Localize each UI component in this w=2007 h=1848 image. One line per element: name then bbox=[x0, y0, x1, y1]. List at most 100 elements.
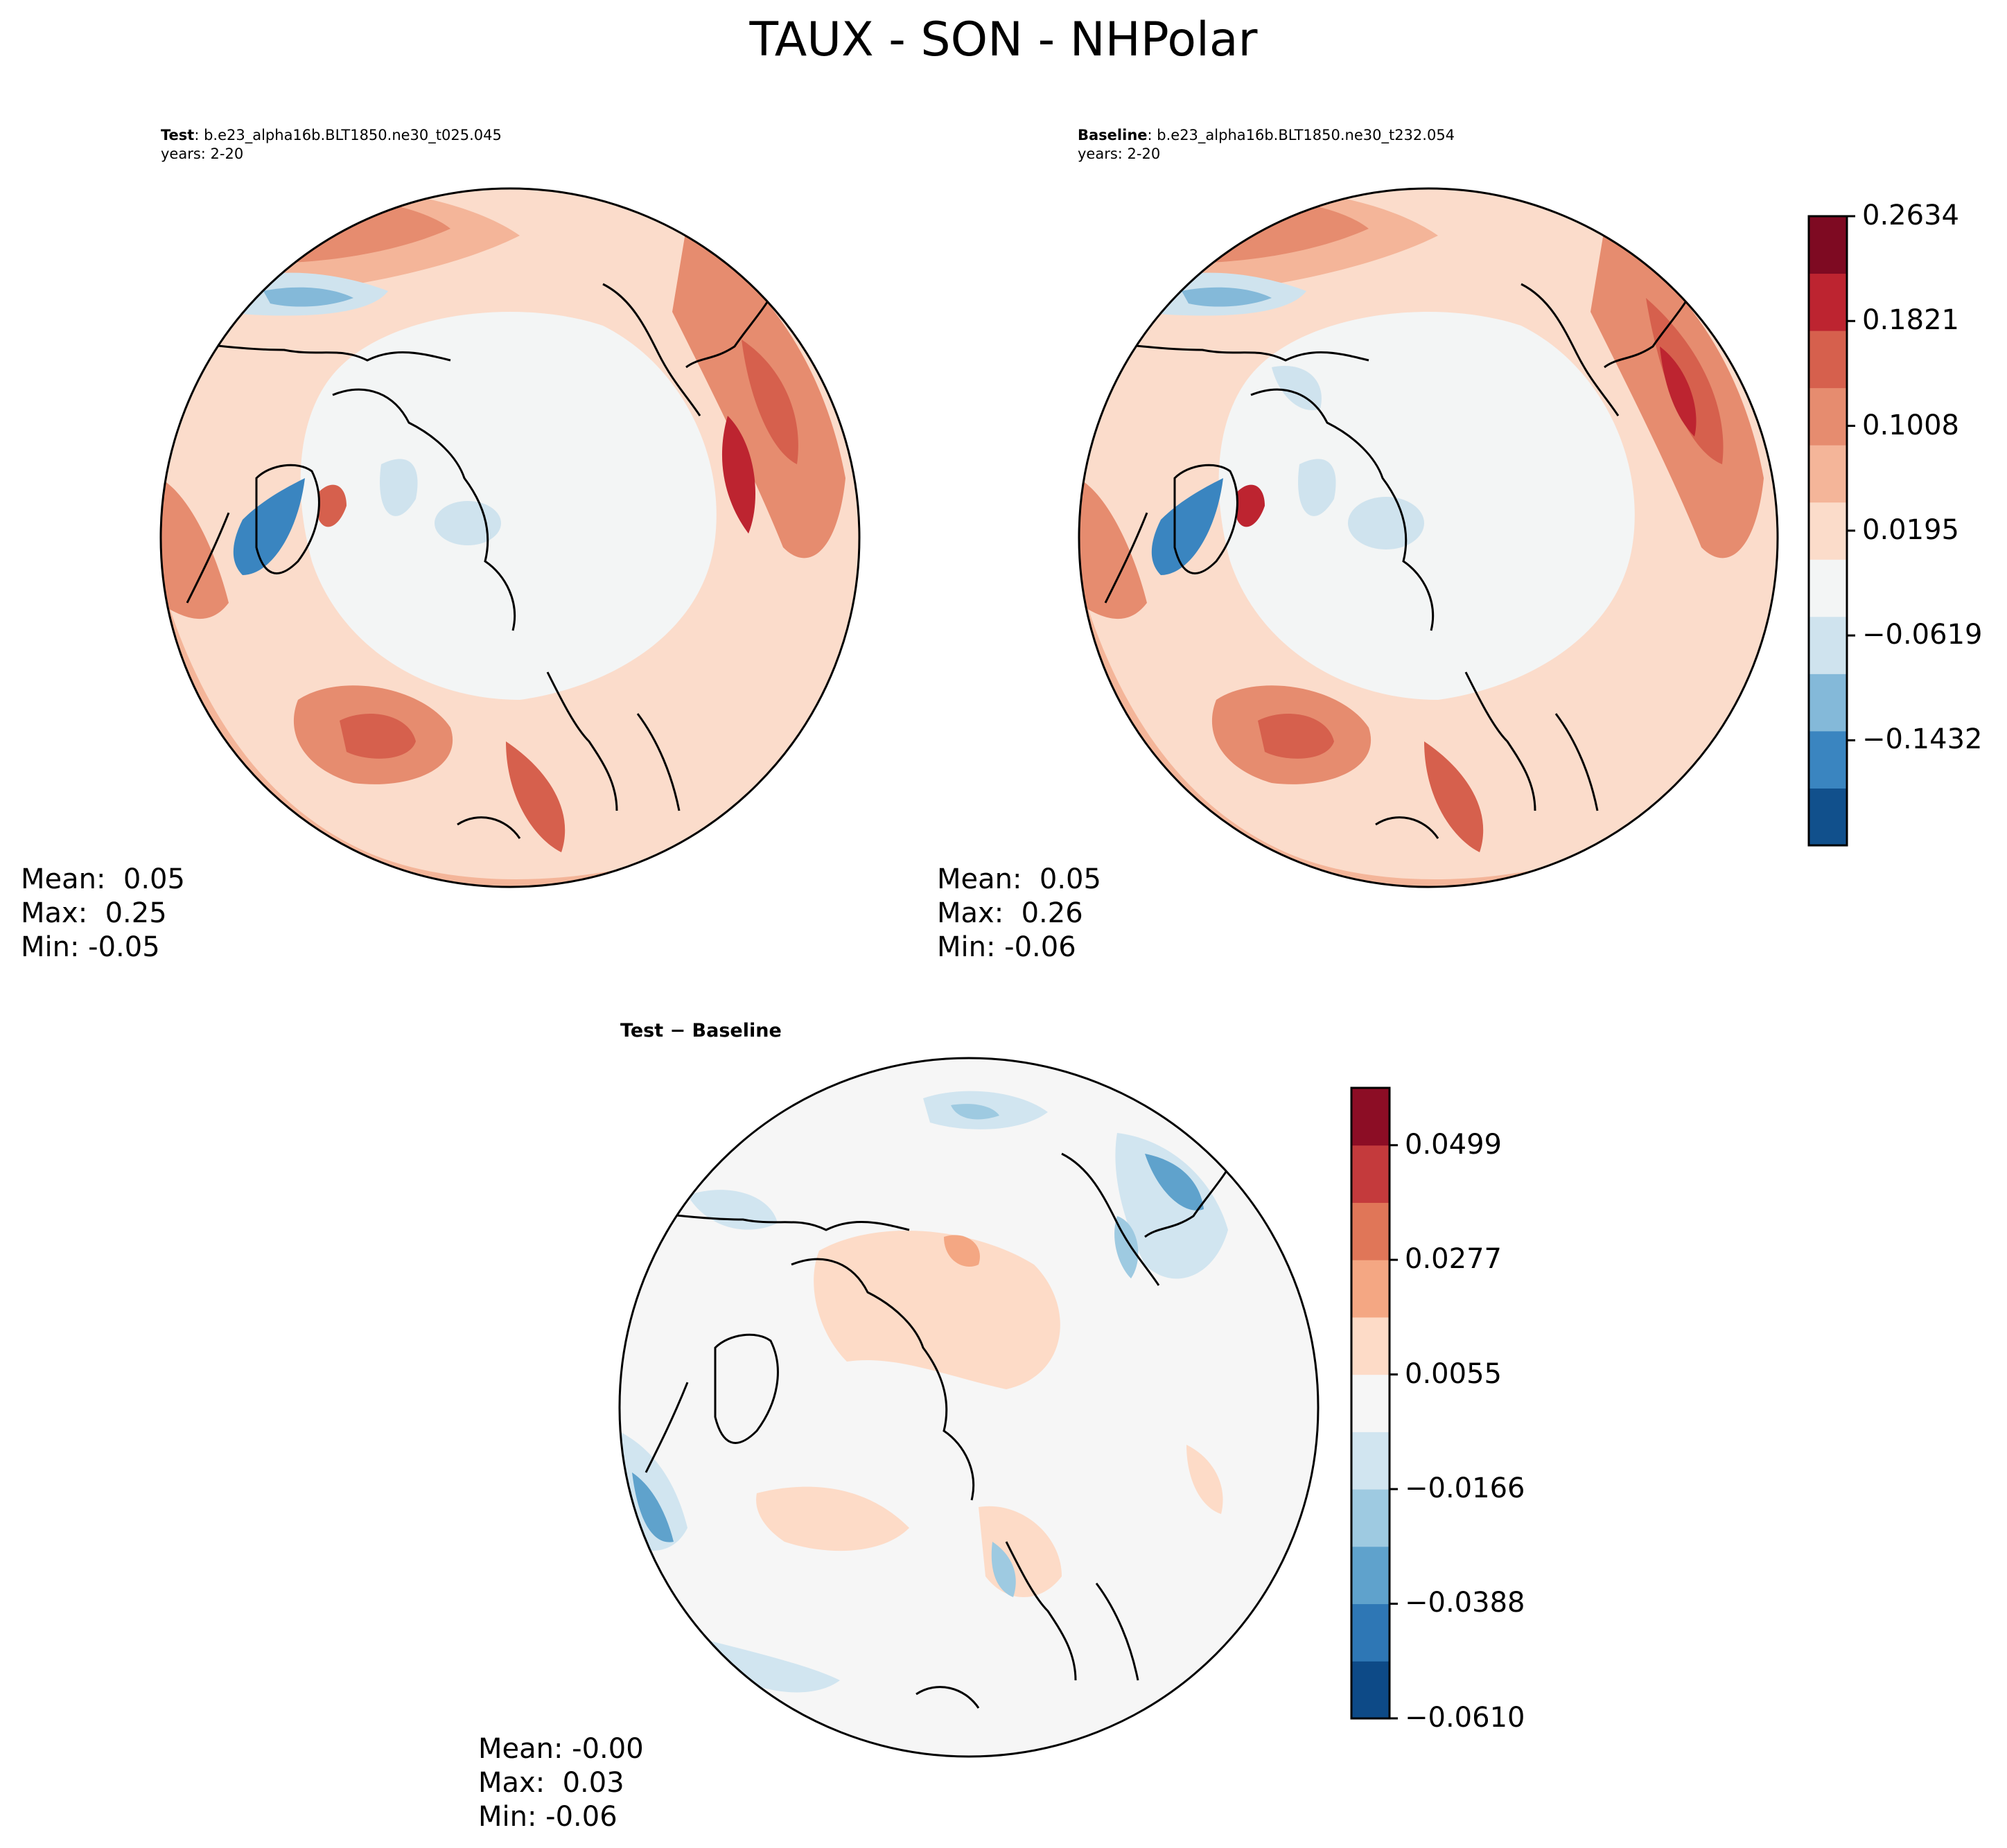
baseline-stat-mean: Mean: 0.05 bbox=[937, 863, 1101, 895]
colorbar-tick-label: −0.0619 bbox=[1862, 619, 1983, 651]
diff-stat-min: Min: -0.06 bbox=[478, 1801, 617, 1833]
figure-title: TAUX - SON - NHPolar bbox=[749, 12, 1258, 67]
baseline-contour-pacific-west bbox=[1079, 478, 1147, 619]
test-contour-asia-core bbox=[742, 340, 798, 464]
colorbar-segment bbox=[1351, 1260, 1390, 1318]
colorbar-tick-label: −0.0166 bbox=[1405, 1472, 1525, 1505]
baseline-map-boundary bbox=[1078, 187, 1779, 888]
colorbar-tick-label: 0.0055 bbox=[1405, 1357, 1502, 1390]
diff-panel-title: Test − Baseline bbox=[620, 1020, 782, 1041]
colorbar-segment bbox=[1809, 616, 1847, 674]
colorbar-segment bbox=[1809, 730, 1847, 789]
diff-contour-west-core bbox=[632, 1472, 674, 1542]
baseline-contour-europe bbox=[1424, 741, 1484, 852]
diff-contour-aleutian-negative bbox=[687, 1190, 778, 1230]
test-panel-title: Test: b.e23_alpha16b.BLT1850.ne30_t025.0… bbox=[161, 126, 502, 164]
diff-contour-east-positive bbox=[1186, 1445, 1223, 1514]
colorbar-tick-label: 0.0277 bbox=[1405, 1243, 1502, 1276]
colorbar-segment bbox=[1351, 1202, 1390, 1260]
diff-contour-arctic-peak bbox=[944, 1235, 980, 1267]
baseline-stat-min: Min: -0.06 bbox=[937, 931, 1076, 963]
colorbar-segment bbox=[1351, 1088, 1390, 1146]
diff-contour-asia-mid bbox=[1114, 1216, 1139, 1278]
test-contour-atlantic-core bbox=[340, 714, 416, 759]
baseline-contour-barents-negative bbox=[1348, 497, 1424, 549]
colorbar-tick-label: 0.0499 bbox=[1405, 1128, 1502, 1161]
colorbar-segment bbox=[1351, 1603, 1390, 1662]
colorbar-tick-label: 0.0195 bbox=[1862, 513, 1959, 546]
colorbar-segment bbox=[1351, 1432, 1390, 1490]
colorbar-tick-label: −0.1432 bbox=[1862, 723, 1983, 756]
diff-colorbar bbox=[1350, 1086, 1398, 1720]
colorbar-segment bbox=[1809, 216, 1847, 274]
colorbar-segment bbox=[1809, 502, 1847, 560]
baseline-polar-map bbox=[1078, 187, 1779, 888]
baseline-contour-atlantic-core bbox=[1258, 714, 1334, 759]
colorbar-segment bbox=[1351, 1145, 1390, 1203]
test-stat-min: Min: -0.05 bbox=[21, 931, 160, 963]
baseline-coastlines bbox=[1104, 273, 1703, 839]
test-contour-barents-negative bbox=[435, 501, 501, 545]
baseline-label: Baseline bbox=[1078, 127, 1148, 143]
diff-coastlines bbox=[645, 1143, 1243, 1709]
baseline-stat-max: Max: 0.26 bbox=[937, 897, 1083, 929]
baseline-contour-greenland-negative bbox=[1298, 459, 1336, 516]
colorbar-segment bbox=[1809, 445, 1847, 503]
colorbar-segment bbox=[1809, 387, 1847, 446]
colorbar-segment bbox=[1351, 1661, 1390, 1719]
diff-map-boundary bbox=[618, 1057, 1320, 1758]
test-contour-arctic bbox=[300, 312, 717, 700]
colorbar-segment bbox=[1351, 1317, 1390, 1375]
baseline-stats: Mean: 0.05 Max: 0.26 Min: -0.06 bbox=[937, 863, 1101, 965]
test-label: Test bbox=[161, 127, 195, 143]
test-stat-mean: Mean: 0.05 bbox=[21, 863, 185, 895]
baseline-case-name: : b.e23_alpha16b.BLT1850.ne30_t232.054 bbox=[1147, 127, 1455, 143]
test-contour-pacific-west bbox=[161, 478, 229, 619]
diff-contour-south-negative bbox=[701, 1639, 840, 1693]
colorbar-segment bbox=[1809, 331, 1847, 389]
colorbar-segment bbox=[1351, 1374, 1390, 1432]
diff-background bbox=[620, 1058, 1318, 1757]
test-stats: Mean: 0.05 Max: 0.25 Min: -0.05 bbox=[21, 863, 185, 965]
diff-contour-atlantic-positive bbox=[756, 1486, 909, 1551]
test-polar-map bbox=[159, 187, 861, 888]
test-contour-greenland-east bbox=[319, 484, 347, 527]
test-contour-greenland-negative bbox=[380, 459, 418, 516]
colorbar-segment bbox=[1351, 1489, 1390, 1547]
baseline-panel-title: Baseline: b.e23_alpha16b.BLT1850.ne30_t2… bbox=[1078, 126, 1455, 164]
baseline-contour-greenland-west bbox=[1151, 478, 1223, 575]
diff-contour-asia-negative bbox=[1115, 1133, 1228, 1279]
baseline-contour-asia-peak bbox=[1660, 346, 1697, 437]
diff-contour-asia-core bbox=[1145, 1154, 1204, 1211]
test-contour-europe bbox=[506, 741, 566, 852]
baseline-years: years: 2-20 bbox=[1078, 146, 1161, 162]
baseline-contour-arctic bbox=[1218, 312, 1635, 700]
test-map-boundary bbox=[159, 187, 861, 888]
baseline-contour-greenland-east bbox=[1237, 484, 1265, 527]
test-years: years: 2-20 bbox=[161, 146, 244, 162]
baseline-contour-aleutian-core bbox=[1182, 287, 1272, 307]
diff-stats: Mean: -0.00 Max: 0.03 Min: -0.06 bbox=[478, 1732, 644, 1834]
main-colorbar bbox=[1807, 215, 1855, 847]
diff-polar-map bbox=[618, 1057, 1320, 1758]
colorbar-tick-label: 0.1008 bbox=[1862, 409, 1959, 441]
test-contour-aleutian-core bbox=[263, 287, 353, 307]
diff-contour-baltic-negative bbox=[991, 1542, 1016, 1597]
test-coastlines bbox=[186, 273, 785, 839]
colorbar-segment bbox=[1809, 273, 1847, 331]
colorbar-tick-label: 0.2634 bbox=[1862, 200, 1959, 231]
diff-stat-mean: Mean: -0.00 bbox=[478, 1733, 644, 1765]
colorbar-border bbox=[1350, 1086, 1391, 1720]
test-stat-max: Max: 0.25 bbox=[21, 897, 167, 929]
test-case-name: : b.e23_alpha16b.BLT1850.ne30_t025.045 bbox=[194, 127, 502, 143]
diff-contour-north-core bbox=[951, 1104, 999, 1120]
diff-contour-arctic-positive bbox=[814, 1231, 1060, 1389]
test-contour-greenland-west bbox=[233, 478, 305, 575]
test-contour-asia-peak bbox=[721, 416, 755, 534]
diff-stat-max: Max: 0.03 bbox=[478, 1767, 624, 1799]
colorbar-segment bbox=[1809, 674, 1847, 732]
colorbar-tick-label: −0.0610 bbox=[1405, 1701, 1525, 1734]
colorbar-segment bbox=[1809, 788, 1847, 846]
colorbar-segment bbox=[1351, 1546, 1390, 1605]
colorbar-segment bbox=[1809, 559, 1847, 617]
